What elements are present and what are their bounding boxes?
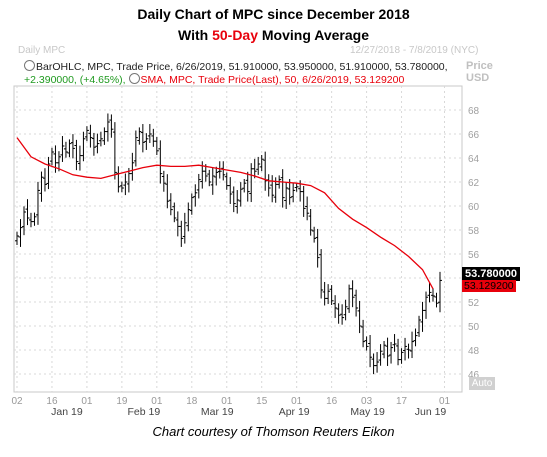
sma-legend-text: SMA, MPC, Trade Price(Last), 50, 6/26/20…	[140, 74, 405, 86]
x-month-label: Apr 19	[279, 406, 310, 418]
last-price-badge: 53.780000	[462, 267, 520, 281]
x-month-label: May 19	[350, 406, 385, 418]
x-day-label: 02	[11, 396, 23, 407]
x-day-label: 01	[291, 396, 303, 407]
y-tick-label: 60	[468, 202, 480, 213]
chart-title: Daily Chart of MPC since December 2018	[137, 6, 410, 22]
y-tick-label: 50	[468, 322, 480, 333]
chart-subtitle: With 50-Day Moving Average	[0, 27, 547, 43]
chart-header-right: 12/27/2018 - 7/8/2019 (NYC)	[350, 45, 479, 56]
x-day-label: 15	[256, 396, 268, 407]
y-tick-label: 48	[468, 346, 480, 357]
y-tick-label: 66	[468, 130, 480, 141]
price-label: Price	[466, 60, 493, 72]
subtitle-post: Moving Average	[258, 27, 369, 43]
chart-caption: Chart courtesy of Thomson Reuters Eikon	[152, 424, 395, 439]
x-day-label: 16	[326, 396, 338, 407]
x-day-label: 01	[221, 396, 233, 407]
y-tick-label: 52	[468, 298, 480, 309]
subtitle-pre: With	[177, 27, 213, 43]
y-tick-label: 64	[468, 154, 480, 165]
x-day-label: 01	[151, 396, 163, 407]
plot-frame	[13, 85, 463, 393]
x-day-label: 17	[396, 396, 408, 407]
currency-label: USD	[466, 72, 490, 84]
x-day-label: 18	[186, 396, 198, 407]
y-tick-label: 68	[468, 106, 480, 117]
x-month-label: Jan 19	[51, 406, 83, 418]
x-day-label: 01	[81, 396, 93, 407]
chart-header-left: Daily MPC	[18, 45, 66, 56]
change-text: +2.390000, (+4.65%),	[24, 74, 126, 86]
x-day-label: 01	[439, 396, 451, 407]
price-axis-header: Price USD	[466, 60, 493, 84]
y-tick-label: 62	[468, 178, 480, 189]
sma-toggle-icon[interactable]	[128, 73, 140, 84]
sma-value-badge: 53.129200	[462, 280, 516, 292]
x-month-label: Feb 19	[128, 406, 161, 418]
x-month-label: Jun 19	[415, 406, 447, 418]
subtitle-highlight: 50-Day	[212, 27, 258, 43]
y-tick-label: 58	[468, 226, 480, 237]
y-tick-label: 46	[468, 370, 480, 381]
ohlc-legend: BarOHLC, MPC, Trade Price, 6/26/2019, 51…	[24, 60, 448, 73]
ohlc-legend-text: BarOHLC, MPC, Trade Price, 6/26/2019, 51…	[36, 61, 448, 73]
sma-legend: +2.390000, (+4.65%), SMA, MPC, Trade Pri…	[24, 73, 404, 86]
x-day-label: 19	[116, 396, 128, 407]
y-tick-label: 56	[468, 250, 480, 261]
auto-scale-button[interactable]: Auto	[469, 377, 495, 390]
x-day-label: 03	[361, 396, 373, 407]
series-toggle-icon[interactable]	[24, 60, 35, 71]
x-day-label: 16	[46, 396, 58, 407]
x-month-label: Mar 19	[201, 406, 234, 418]
sma-line	[16, 137, 434, 290]
